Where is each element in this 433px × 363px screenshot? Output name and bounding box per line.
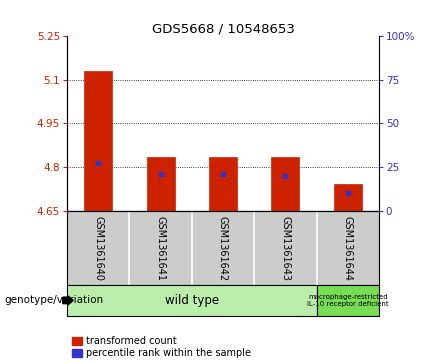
Legend: transformed count, percentile rank within the sample: transformed count, percentile rank withi… — [72, 336, 251, 358]
Bar — [84, 71, 112, 211]
Text: wild type: wild type — [165, 294, 219, 307]
Bar — [271, 157, 299, 211]
Bar — [334, 184, 362, 211]
Bar — [209, 157, 237, 211]
Text: macrophage-restricted
IL-10 receptor deficient: macrophage-restricted IL-10 receptor def… — [307, 294, 388, 307]
Text: GSM1361644: GSM1361644 — [343, 216, 353, 281]
Text: GSM1361641: GSM1361641 — [155, 216, 166, 281]
Text: genotype/variation: genotype/variation — [4, 295, 103, 305]
Text: GSM1361640: GSM1361640 — [93, 216, 103, 281]
Text: GSM1361643: GSM1361643 — [280, 216, 291, 281]
Text: GSM1361642: GSM1361642 — [218, 216, 228, 282]
FancyBboxPatch shape — [67, 285, 317, 316]
Bar — [147, 157, 174, 211]
FancyBboxPatch shape — [317, 285, 379, 316]
Title: GDS5668 / 10548653: GDS5668 / 10548653 — [152, 22, 294, 35]
